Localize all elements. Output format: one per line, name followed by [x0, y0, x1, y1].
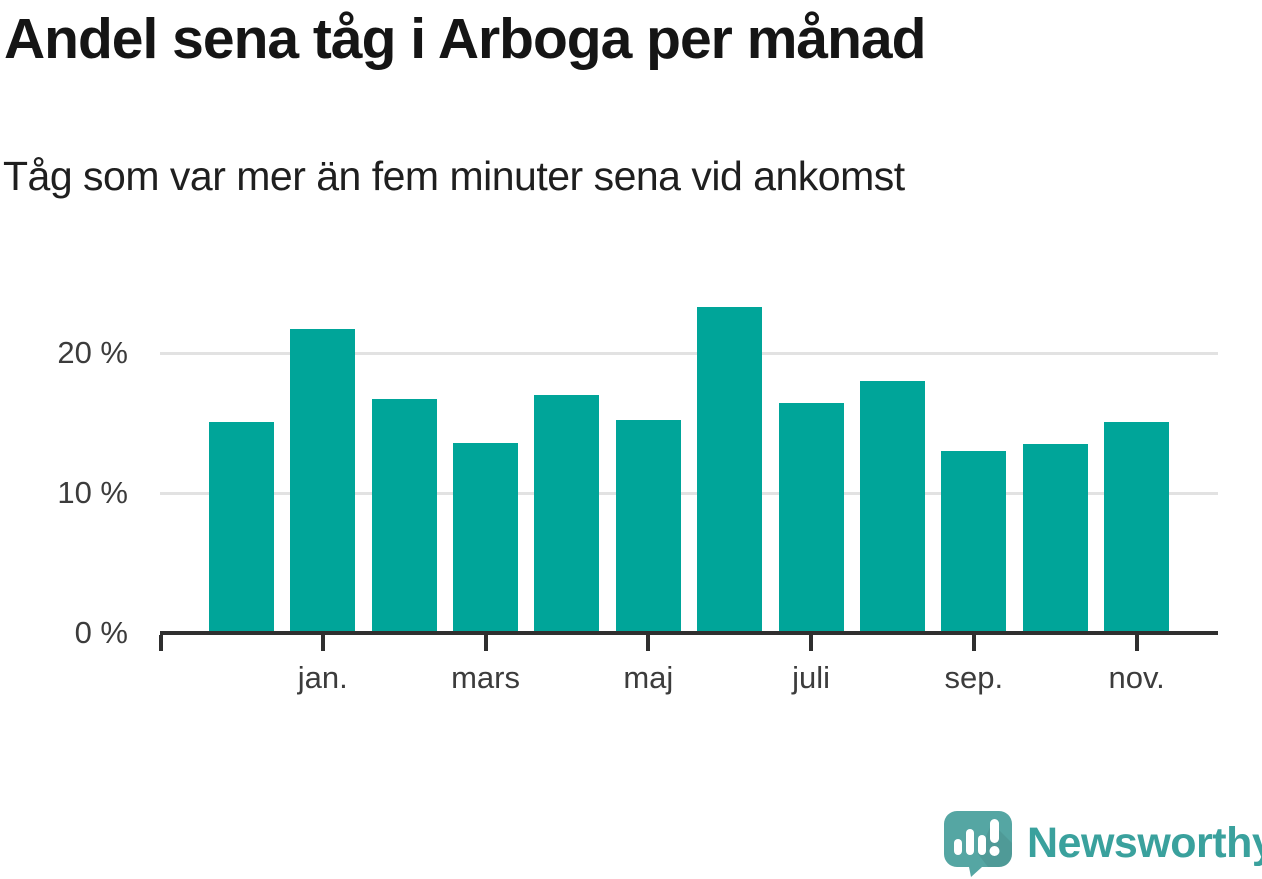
gridline-20-percent [160, 351, 1218, 355]
x-tick-juli [809, 635, 814, 651]
newsworthy-logo-text: Newsworthy [1027, 818, 1262, 867]
plot-area [160, 270, 1218, 633]
newsworthy-logo: Newsworthy [942, 808, 1262, 878]
x-tick-mars [483, 635, 488, 651]
x-tick-label-sep.: sep. [944, 660, 1004, 695]
bar-dec. [208, 421, 274, 633]
x-tick-label-mars: mars [451, 660, 520, 695]
x-axis-line [160, 631, 1218, 635]
x-tick-label-maj: maj [623, 660, 674, 695]
x-tick-maj [646, 635, 651, 651]
chart-subtitle: Tåg som var mer än fem minuter sena vid … [3, 153, 905, 199]
x-tick-label-nov.: nov. [1108, 660, 1165, 695]
bar-sep. [941, 451, 1007, 633]
bar-juli [778, 403, 844, 633]
x-tick-nov. [1134, 635, 1139, 651]
y-tick-label-0-percent: 0 % [74, 615, 128, 650]
bar-mars [453, 442, 519, 633]
bar-maj [615, 420, 681, 633]
x-tick-jan. [320, 635, 325, 651]
bar-okt. [1022, 444, 1088, 633]
x-axis-start-tick [159, 635, 163, 651]
bar-feb. [371, 399, 437, 633]
x-tick-label-jan.: jan. [297, 660, 348, 695]
bar-apr. [534, 395, 600, 633]
y-tick-label-10-percent: 10 % [57, 475, 128, 510]
bar-juni [697, 306, 763, 633]
chart-title: Andel sena tåg i Arboga per månad [4, 7, 926, 71]
bar-jan. [290, 329, 356, 633]
bar-nov. [1104, 421, 1170, 633]
x-tick-label-juli: juli [792, 660, 831, 695]
bar-aug. [859, 381, 925, 633]
x-tick-sep. [971, 635, 976, 651]
y-tick-label-20-percent: 20 % [57, 335, 128, 370]
newsworthy-logo-icon [944, 811, 1012, 877]
gridline-10-percent [160, 491, 1218, 495]
